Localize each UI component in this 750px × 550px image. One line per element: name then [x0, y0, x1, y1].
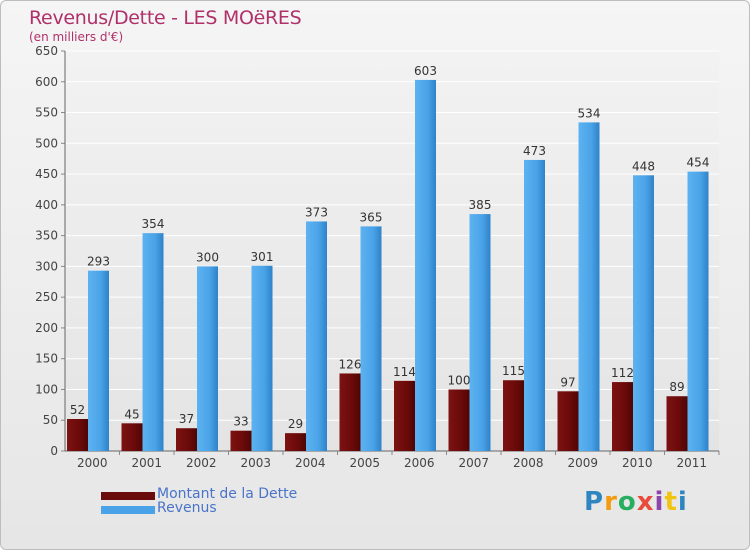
legend-swatch-debt	[101, 492, 155, 500]
logo-letter: o	[617, 487, 637, 517]
bar-revenus	[633, 175, 654, 452]
data-label-debt: 112	[611, 366, 634, 380]
logo-letter: t	[664, 487, 678, 517]
x-tick-label: 2001	[131, 456, 162, 470]
y-tick-label: 150	[35, 352, 58, 366]
data-label-revenus: 448	[632, 159, 655, 173]
bar-debt	[612, 382, 633, 451]
logo-letter: P	[584, 487, 605, 517]
data-label-revenus: 385	[469, 198, 492, 212]
x-tick-label: 2007	[458, 456, 489, 470]
data-label-revenus: 301	[251, 250, 274, 264]
data-label-debt: 115	[502, 364, 525, 378]
logo-letter: r	[604, 487, 618, 517]
data-label-revenus: 534	[578, 106, 601, 120]
x-tick-label: 2010	[622, 456, 653, 470]
chart-subtitle: (en milliers d'€)	[29, 30, 124, 44]
x-tick-label: 2005	[349, 456, 380, 470]
data-label-debt: 126	[339, 357, 362, 371]
bar-revenus	[524, 159, 545, 451]
bar-revenus	[251, 265, 273, 451]
x-tick-label: 2008	[513, 456, 544, 470]
logo-letter: i	[654, 487, 665, 517]
data-label-revenus: 454	[687, 156, 710, 170]
data-label-debt: 52	[70, 403, 85, 417]
data-label-debt: 97	[560, 375, 575, 389]
x-tick-label: 2011	[676, 456, 707, 470]
bar-debt	[339, 373, 361, 451]
bar-debt	[394, 380, 415, 451]
data-label-debt: 37	[179, 412, 194, 426]
x-tick-label: 2002	[186, 456, 217, 470]
bar-debt	[503, 380, 524, 451]
bar-revenus	[197, 266, 218, 451]
y-tick-label: 350	[35, 229, 58, 243]
y-tick-label: 650	[35, 44, 58, 58]
bar-revenus	[306, 221, 327, 451]
data-label-debt: 89	[669, 380, 684, 394]
data-label-debt: 33	[233, 415, 248, 429]
y-tick-label: 450	[35, 167, 58, 181]
y-tick-label: 400	[35, 198, 58, 212]
bar-revenus	[88, 270, 109, 451]
x-tick-label: 2004	[295, 456, 326, 470]
legend-swatch-revenus	[101, 506, 155, 514]
data-label-revenus: 373	[305, 205, 328, 219]
bar-debt	[230, 430, 252, 451]
bar-debt	[285, 433, 306, 451]
x-tick-label: 2006	[404, 456, 435, 470]
x-tick-label: 2003	[240, 456, 271, 470]
y-tick-label: 100	[35, 382, 58, 396]
bar-revenus	[469, 214, 491, 451]
data-label-revenus: 603	[414, 64, 437, 78]
y-tick-label: 500	[35, 136, 58, 150]
x-tick-label: 2000	[77, 456, 108, 470]
x-tick-label: 2009	[567, 456, 598, 470]
logo-letter: x	[636, 487, 655, 517]
bar-revenus	[578, 122, 600, 451]
y-tick-label: 250	[35, 290, 58, 304]
bar-debt	[666, 396, 688, 451]
data-label-revenus: 293	[87, 255, 110, 269]
data-label-debt: 100	[448, 373, 471, 387]
y-tick-label: 600	[35, 75, 58, 89]
y-tick-label: 0	[50, 444, 58, 458]
data-label-revenus: 365	[360, 210, 383, 224]
data-label-revenus: 473	[523, 144, 546, 158]
data-label-debt: 29	[288, 417, 303, 431]
data-label-debt: 114	[393, 365, 416, 379]
bar-debt	[557, 391, 579, 451]
data-label-revenus: 354	[142, 217, 165, 231]
data-label-debt: 45	[124, 407, 139, 421]
data-label-revenus: 300	[196, 250, 219, 264]
bar-debt	[448, 389, 470, 451]
bar-revenus	[687, 171, 709, 451]
bar-revenus	[415, 79, 436, 451]
legend-label-revenus: Revenus	[157, 500, 217, 516]
bar-revenus	[142, 233, 164, 451]
legend-label-debt: Montant de la Dette	[157, 486, 298, 502]
y-tick-label: 200	[35, 321, 58, 335]
bar-debt	[176, 428, 197, 451]
chart-title: Revenus/Dette - LES MOëRES	[29, 7, 302, 29]
bar-debt	[67, 419, 88, 451]
y-tick-label: 300	[35, 259, 58, 273]
y-tick-label: 50	[43, 413, 58, 427]
y-tick-label: 550	[35, 106, 58, 120]
plot-area	[65, 51, 719, 451]
bar-revenus	[360, 226, 382, 451]
proxiti-logo: Proxiti	[584, 487, 688, 517]
logo-letter: i	[677, 487, 688, 517]
bar-debt	[121, 423, 143, 451]
